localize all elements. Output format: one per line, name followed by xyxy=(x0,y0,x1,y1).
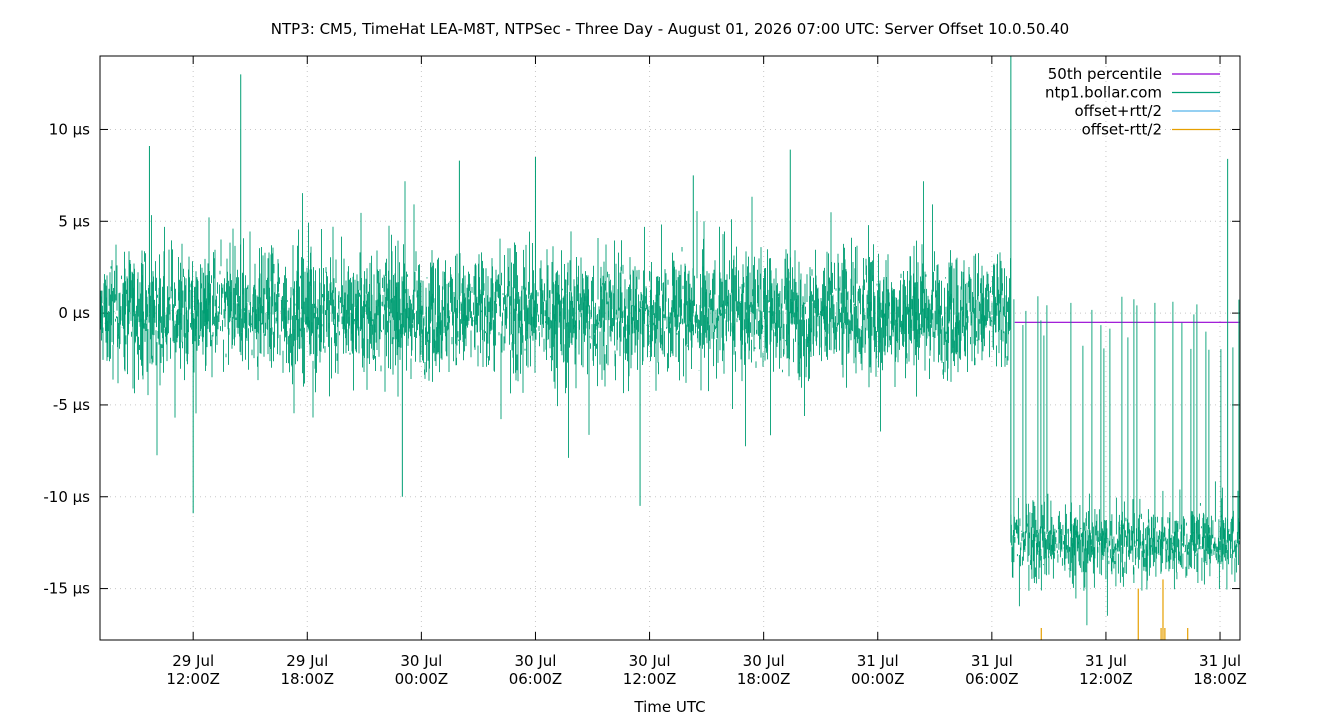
legend-label: offset-rtt/2 xyxy=(1082,121,1162,139)
x-tick-time: 18:00Z xyxy=(281,670,335,688)
x-tick-time: 18:00Z xyxy=(737,670,791,688)
legend: 50th percentilentp1.bollar.comoffset+rtt… xyxy=(1045,65,1220,139)
x-tick-time: 18:00Z xyxy=(1193,670,1247,688)
x-tick-date: 31 Jul xyxy=(857,652,899,670)
legend-label: 50th percentile xyxy=(1048,65,1162,83)
plot-area xyxy=(100,56,1240,640)
y-tick-label: -15 µs xyxy=(43,580,90,598)
y-tick-label: 5 µs xyxy=(58,212,90,230)
y-tick-label: 0 µs xyxy=(58,304,90,322)
axis-ticks xyxy=(100,56,1240,640)
x-tick-time: 12:00Z xyxy=(623,670,677,688)
legend-label: ntp1.bollar.com xyxy=(1045,84,1162,102)
x-tick-time: 06:00Z xyxy=(965,670,1019,688)
x-tick-time: 06:00Z xyxy=(509,670,563,688)
x-tick-date: 31 Jul xyxy=(1085,652,1127,670)
series-1-line xyxy=(100,181,1240,626)
x-tick-date: 30 Jul xyxy=(400,652,442,670)
legend-label: offset+rtt/2 xyxy=(1074,102,1162,120)
x-tick-date: 31 Jul xyxy=(1199,652,1241,670)
y-tick-label: 10 µs xyxy=(49,120,90,138)
grid-lines xyxy=(100,56,1240,640)
x-tick-time: 00:00Z xyxy=(851,670,905,688)
x-tick-time: 00:00Z xyxy=(395,670,449,688)
x-tick-date: 30 Jul xyxy=(514,652,556,670)
x-tick-date: 29 Jul xyxy=(172,652,214,670)
y-tick-label: -10 µs xyxy=(43,488,90,506)
y-tick-labels: 10 µs 5 µs 0 µs -5 µs -10 µs -15 µs xyxy=(43,120,90,597)
plot-series xyxy=(100,56,1240,640)
x-tick-date: 30 Jul xyxy=(629,652,671,670)
x-tick-date: 31 Jul xyxy=(971,652,1013,670)
y-tick-label: -5 µs xyxy=(53,396,90,414)
x-tick-time: 12:00Z xyxy=(166,670,220,688)
x-tick-date: 30 Jul xyxy=(743,652,785,670)
plot-frame xyxy=(99,55,1241,641)
x-tick-time: 12:00Z xyxy=(1079,670,1133,688)
x-axis-label: Time UTC xyxy=(633,698,705,716)
x-tick-date: 29 Jul xyxy=(286,652,328,670)
chart-title: NTP3: CM5, TimeHat LEA-M8T, NTPSec - Thr… xyxy=(271,20,1069,38)
